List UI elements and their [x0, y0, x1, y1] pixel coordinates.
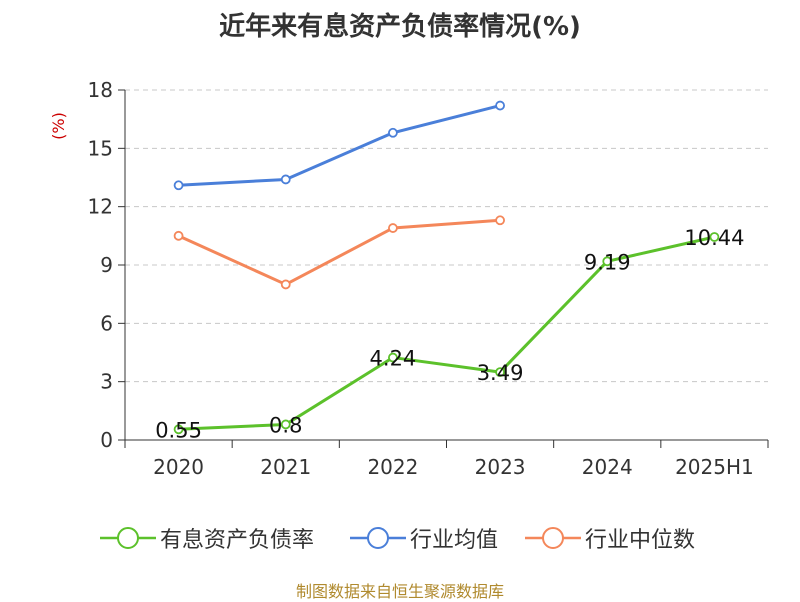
data-point: [280, 174, 291, 185]
data-point: [388, 127, 398, 138]
data-label: 10.44: [684, 226, 744, 250]
data-point: [709, 232, 720, 242]
data-label: 0.55: [155, 418, 202, 442]
data-point: [495, 215, 505, 226]
legend-item[interactable]: 行业中位数: [523, 518, 695, 558]
y-tick-label: 18: [88, 78, 113, 102]
y-tick-label: 12: [88, 195, 113, 219]
chart-title: 近年来有息资产负债率情况(%): [219, 12, 581, 42]
legend-label: 有息资产负债率: [160, 528, 315, 553]
legend-label: 行业均值: [410, 528, 499, 553]
x-tick-label: 2022: [367, 455, 418, 479]
data-point: [173, 424, 184, 435]
x-tick-label: 2023: [475, 455, 526, 479]
series-line: [177, 218, 501, 286]
data-labels: 0.55 0.8 4.24 3.49 9.19 10.44: [155, 226, 744, 442]
data-point: [495, 100, 505, 111]
series-line: [178, 235, 715, 431]
source-note: 制图数据来自恒生聚源数据库: [295, 582, 504, 601]
y-tick-label: 0: [100, 428, 113, 452]
data-label: 3.49: [477, 361, 524, 385]
legend: 有息资产负债率 行业均值 行业中位数: [0, 518, 800, 558]
data-point: [173, 180, 184, 191]
series-lines: [173, 100, 720, 435]
data-point: [173, 230, 184, 241]
y-axis-label: (%): [49, 112, 68, 140]
series-line: [178, 104, 501, 187]
y-tick-label: 15: [88, 136, 113, 160]
data-point: [388, 223, 398, 233]
legend-label: 行业中位数: [585, 528, 696, 553]
y-tick-label: 6: [100, 311, 113, 335]
x-tick-label: 2024: [582, 455, 633, 479]
y-tick-label: 3: [100, 370, 113, 394]
x-tick-label: 2020: [153, 455, 204, 479]
legend-item[interactable]: 有息资产负债率: [98, 518, 314, 558]
axes: 0 3 6 9 12 15 18 2020 2021 2022 2023 2024 2025H1: [88, 78, 769, 479]
data-point: [388, 352, 398, 363]
x-tick-label: 2021: [260, 455, 311, 479]
grid-lines: [125, 89, 768, 383]
legend-line-marker-icon: [100, 527, 156, 549]
data-label: 9.19: [584, 250, 631, 274]
x-tick-label: 2025H1: [675, 455, 754, 479]
y-tick-label: 9: [100, 253, 113, 277]
data-point: [602, 256, 613, 267]
legend-line-marker-icon: [350, 527, 406, 549]
data-point: [280, 279, 291, 290]
legend-line-marker-icon: [525, 527, 581, 549]
legend-item[interactable]: 行业均值: [348, 518, 498, 558]
data-point: [280, 419, 291, 430]
data-label: 0.8: [269, 413, 302, 437]
data-point: [495, 367, 505, 378]
data-label: 4.24: [370, 347, 417, 371]
